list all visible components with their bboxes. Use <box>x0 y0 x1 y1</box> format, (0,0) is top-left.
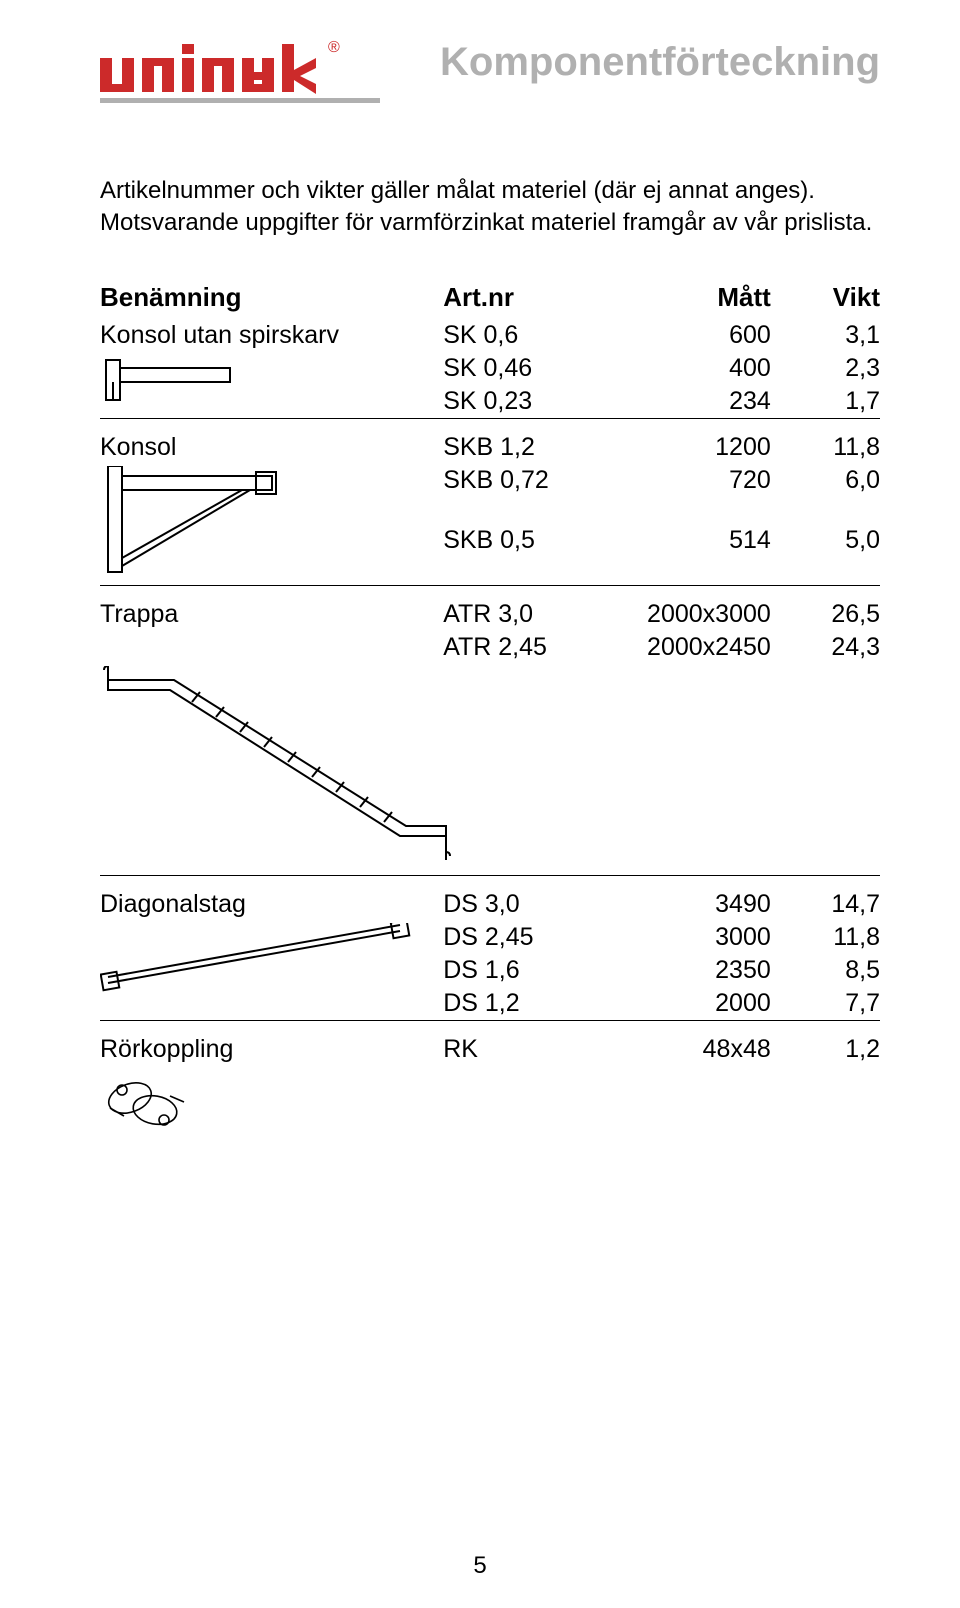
cell-matt: 3000 <box>599 921 771 954</box>
cell-art: DS 1,2 <box>443 987 599 1021</box>
group-name: Konsol <box>100 418 443 464</box>
cell-matt: 600 <box>599 319 771 352</box>
cell-matt: 720 <box>599 464 771 524</box>
intro-line-2: Motsvarande uppgifter för varmförzinkat … <box>100 209 872 236</box>
table-row: Konsol SKB 1,2 1200 11,8 <box>100 418 880 464</box>
cell-matt: 48x48 <box>599 1020 771 1066</box>
illustration-cell <box>100 464 443 586</box>
group-name: Rörkoppling <box>100 1020 443 1066</box>
cell-art: SK 0,46 <box>443 352 599 385</box>
intro-text: Artikelnummer och vikter gäller målat ma… <box>100 175 880 240</box>
cell-matt: 2000x3000 <box>599 585 771 631</box>
brand-logo: ® <box>100 40 380 115</box>
col-header-vikt: Vikt <box>771 280 880 319</box>
illustration-cell <box>100 921 443 1021</box>
diagonalstag-icon <box>100 923 420 993</box>
cell-vikt: 26,5 <box>771 585 880 631</box>
illustration-cell <box>100 1066 443 1147</box>
cell-matt: 234 <box>599 385 771 419</box>
table-row: Konsol utan spirskarv SK 0,6 600 3,1 <box>100 319 880 352</box>
group-name: Diagonalstag <box>100 875 443 921</box>
cell-art: ATR 3,0 <box>443 585 599 631</box>
cell-art: DS 3,0 <box>443 875 599 921</box>
cell-art: DS 2,45 <box>443 921 599 954</box>
cell-matt: 400 <box>599 352 771 385</box>
cell-art: SKB 1,2 <box>443 418 599 464</box>
group-name: Trappa <box>100 585 443 631</box>
illustration-cell <box>100 664 880 876</box>
table-row <box>100 664 880 876</box>
cell-matt: 2000x2450 <box>599 631 771 664</box>
page-number: 5 <box>0 1552 960 1580</box>
cell-matt: 3490 <box>599 875 771 921</box>
konsol-icon <box>100 466 280 576</box>
konsol-utan-spirskarv-icon <box>100 354 240 406</box>
trappa-icon <box>100 666 460 866</box>
cell-vikt: 6,0 <box>771 464 880 524</box>
table-row: SK 0,46 400 2,3 <box>100 352 880 385</box>
cell-art: SK 0,6 <box>443 319 599 352</box>
intro-line-1: Artikelnummer och vikter gäller målat ma… <box>100 177 815 204</box>
col-header-art: Art.nr <box>443 280 599 319</box>
col-header-matt: Mått <box>599 280 771 319</box>
illustration-cell <box>100 352 443 419</box>
table-row: DS 2,45 3000 11,8 <box>100 921 880 954</box>
cell-vikt: 1,7 <box>771 385 880 419</box>
cell-matt: 514 <box>599 524 771 585</box>
cell-vikt: 5,0 <box>771 524 880 585</box>
cell-art: RK <box>443 1020 599 1066</box>
page-title: Komponentförteckning <box>440 40 880 85</box>
cell-art: SKB 0,5 <box>443 524 599 585</box>
cell-matt: 2000 <box>599 987 771 1021</box>
cell-matt: 1200 <box>599 418 771 464</box>
cell-art: SK 0,23 <box>443 385 599 419</box>
cell-vikt: 24,3 <box>771 631 880 664</box>
table-row: ATR 2,45 2000x2450 24,3 <box>100 631 880 664</box>
table-row: Trappa ATR 3,0 2000x3000 26,5 <box>100 585 880 631</box>
cell-art: DS 1,6 <box>443 954 599 987</box>
cell-vikt: 14,7 <box>771 875 880 921</box>
cell-vikt: 11,8 <box>771 418 880 464</box>
table-row: SKB 0,72 720 6,0 <box>100 464 880 524</box>
col-header-name: Benämning <box>100 280 443 319</box>
component-table: Benämning Art.nr Mått Vikt Konsol utan s… <box>100 280 880 1147</box>
group-name: Konsol utan spirskarv <box>100 319 443 352</box>
cell-vikt: 1,2 <box>771 1020 880 1066</box>
cell-art: ATR 2,45 <box>443 631 599 664</box>
rorkoppling-icon <box>100 1068 200 1138</box>
table-row: Diagonalstag DS 3,0 3490 14,7 <box>100 875 880 921</box>
cell-vikt: 3,1 <box>771 319 880 352</box>
table-header-row: Benämning Art.nr Mått Vikt <box>100 280 880 319</box>
table-row <box>100 1066 880 1147</box>
svg-text:®: ® <box>328 40 340 56</box>
cell-vikt: 2,3 <box>771 352 880 385</box>
cell-art: SKB 0,72 <box>443 464 599 524</box>
table-row: Rörkoppling RK 48x48 1,2 <box>100 1020 880 1066</box>
cell-vikt: 7,7 <box>771 987 880 1021</box>
cell-vikt: 11,8 <box>771 921 880 954</box>
cell-vikt: 8,5 <box>771 954 880 987</box>
cell-matt: 2350 <box>599 954 771 987</box>
